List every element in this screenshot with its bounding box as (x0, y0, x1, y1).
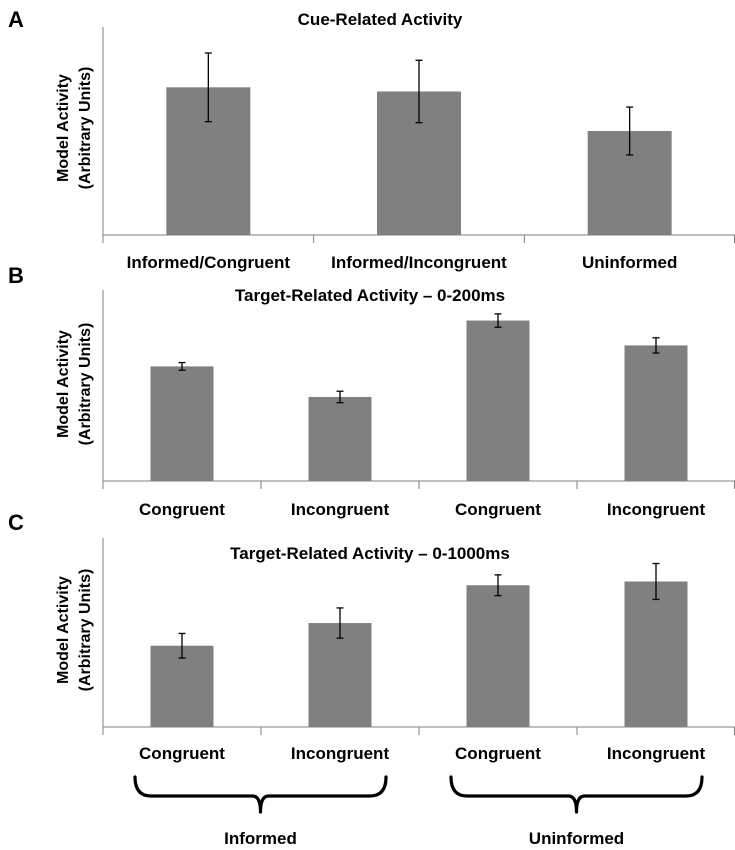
x-tick-label: Congruent (139, 744, 225, 763)
panel-letter-a: A (8, 7, 24, 32)
x-tick-label: Informed/Congruent (127, 253, 291, 272)
chart-title-b: Target-Related Activity – 0-200ms (235, 286, 505, 305)
bar (150, 645, 214, 727)
y-axis-label-line2: (Arbitrary Units) (77, 67, 94, 190)
chart-title-c: Target-Related Activity – 0-1000ms (230, 544, 510, 563)
x-tick-label: Uninformed (582, 253, 677, 272)
panel-a: A Cue-Related Activity Model Activity (A… (8, 7, 735, 272)
y-axis-label-a: Model Activity (Arbitrary Units) (55, 67, 94, 190)
chart-title-a: Cue-Related Activity (298, 10, 463, 29)
panel-b: B Target-Related Activity – 0-200ms Mode… (8, 263, 735, 519)
y-axis-label-c: Model Activity (Arbitrary Units) (55, 569, 94, 692)
bar (150, 366, 214, 481)
x-tick-label: Incongruent (607, 500, 706, 519)
x-tick-label: Incongruent (291, 500, 390, 519)
x-tick-label: Congruent (455, 744, 541, 763)
bar (624, 345, 688, 481)
x-tick-label: Incongruent (291, 744, 390, 763)
x-tick-label: Congruent (455, 500, 541, 519)
group-label: Informed (224, 829, 297, 848)
bar (308, 623, 372, 727)
panel-c: C Target-Related Activity – 0-1000ms Mod… (8, 510, 735, 848)
y-axis-label-line1: Model Activity (55, 74, 72, 182)
bar (466, 320, 530, 481)
bar (308, 396, 372, 481)
panel-letter-c: C (8, 510, 24, 535)
bar (466, 585, 530, 727)
group-label: Uninformed (529, 829, 624, 848)
x-tick-label: Informed/Incongruent (331, 253, 507, 272)
y-axis-label-b: Model Activity (Arbitrary Units) (55, 323, 94, 446)
group-brace (449, 775, 704, 814)
group-brace (133, 775, 388, 814)
panel-letter-b: B (8, 263, 24, 288)
bar (624, 581, 688, 727)
y-axis-label-line1: Model Activity (55, 576, 72, 684)
x-tick-label: Incongruent (607, 744, 706, 763)
y-axis-label-line1: Model Activity (55, 330, 72, 438)
y-axis-label-line2: (Arbitrary Units) (77, 323, 94, 446)
x-tick-label: Congruent (139, 500, 225, 519)
y-axis-label-line2: (Arbitrary Units) (77, 569, 94, 692)
